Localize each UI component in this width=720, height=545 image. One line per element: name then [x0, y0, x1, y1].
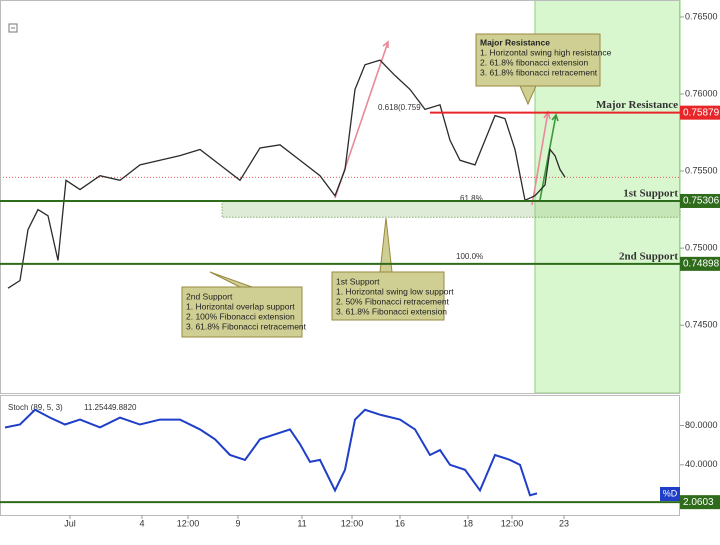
x-tick-label: 23	[559, 518, 569, 528]
annotation-box	[181, 286, 303, 338]
annotation-line: 2. 50% Fibonacci retracement	[336, 296, 450, 306]
x-tick-label: 11	[297, 518, 306, 528]
annotation-pointer	[209, 271, 253, 288]
indicator-line	[4, 408, 538, 497]
annotation-line: 2. 100% Fibonacci extension	[186, 311, 295, 321]
level-tag	[680, 105, 720, 120]
level-tag	[680, 495, 720, 510]
annotation-line: 1. Horizontal swing high resistance	[480, 47, 612, 57]
annotation-line: 2. 61.8% fibonacci extension	[480, 57, 588, 67]
y-tick-label: 0.76500	[685, 11, 718, 21]
indicator-title: Stoch (89, 5, 3)	[8, 403, 63, 412]
annotation-pointer	[379, 217, 393, 273]
fib-label: 61.8%	[460, 194, 483, 203]
y-tick-label: 80.0000	[685, 420, 718, 430]
level-name: 1st Support	[623, 188, 678, 200]
annotation: 1st Support 1. Horizontal swing low supp…	[331, 271, 454, 321]
annotation-box	[475, 33, 601, 87]
y-tick-label: 40.0000	[685, 459, 718, 469]
x-tick-label: Jul	[64, 518, 76, 528]
legend-entry: %D	[663, 488, 678, 498]
y-tick-label: 0.76000	[685, 88, 718, 98]
x-tick-label: 12:00	[501, 518, 524, 528]
fib-label: 100.0%	[456, 252, 483, 261]
support-zone	[221, 200, 681, 218]
projection-arrow	[539, 113, 559, 201]
annotation-line: 3. 61.8% Fibonacci retracement	[186, 321, 307, 331]
annotation-line: 1. Horizontal swing low support	[336, 286, 454, 296]
annotation-title: 1st Support	[336, 276, 380, 286]
y-tick-label: 0.74500	[685, 320, 718, 330]
annotation-line: 1. Horizontal overlap support	[186, 301, 295, 311]
annotation-box	[331, 271, 445, 321]
y-tick-label: 0.75000	[685, 243, 718, 253]
annotation: Major Resistance 1. Horizontal swing hig…	[475, 33, 612, 87]
annotation-title: 2nd Support	[186, 291, 233, 301]
level-value: 0.75306	[683, 196, 720, 207]
level-name: Major Resistance	[596, 99, 678, 111]
price-panel	[0, 0, 680, 394]
stoch-panel	[0, 395, 680, 516]
level-value: 0.75879	[683, 107, 720, 118]
x-tick-label: 16	[395, 518, 405, 528]
level-value: 0.74898	[683, 258, 720, 269]
indicator-readout: 11.2544	[84, 403, 113, 412]
legend-tag	[660, 487, 680, 501]
x-tick-label: 4	[139, 518, 144, 528]
level-value: 2.0603	[683, 497, 714, 508]
x-tick-label: 12:00	[177, 518, 200, 528]
annotation-line: 3. 61.8% Fibonacci extension	[336, 306, 447, 316]
annotation-pointer	[519, 85, 537, 106]
y-tick-label: 0.75500	[685, 165, 718, 175]
level-name: 2nd Support	[619, 250, 678, 262]
level-tag	[680, 193, 720, 208]
annotation: 2nd Support 1. Horizontal overlap suppor…	[181, 286, 307, 338]
x-tick-label: 18	[463, 518, 473, 528]
annotation-line: 3. 61.8% fibonacci retracement	[480, 67, 598, 77]
level-tag	[680, 256, 720, 271]
annotation-title: Major Resistance	[480, 37, 550, 47]
x-tick-label: 12:00	[341, 518, 364, 528]
fib-label: 0.618(0.759	[378, 103, 421, 112]
x-tick-label: 9	[235, 518, 240, 528]
indicator-readout: 9.8820	[112, 403, 137, 412]
price-line	[7, 59, 566, 289]
collapse-icon[interactable]	[8, 23, 18, 33]
